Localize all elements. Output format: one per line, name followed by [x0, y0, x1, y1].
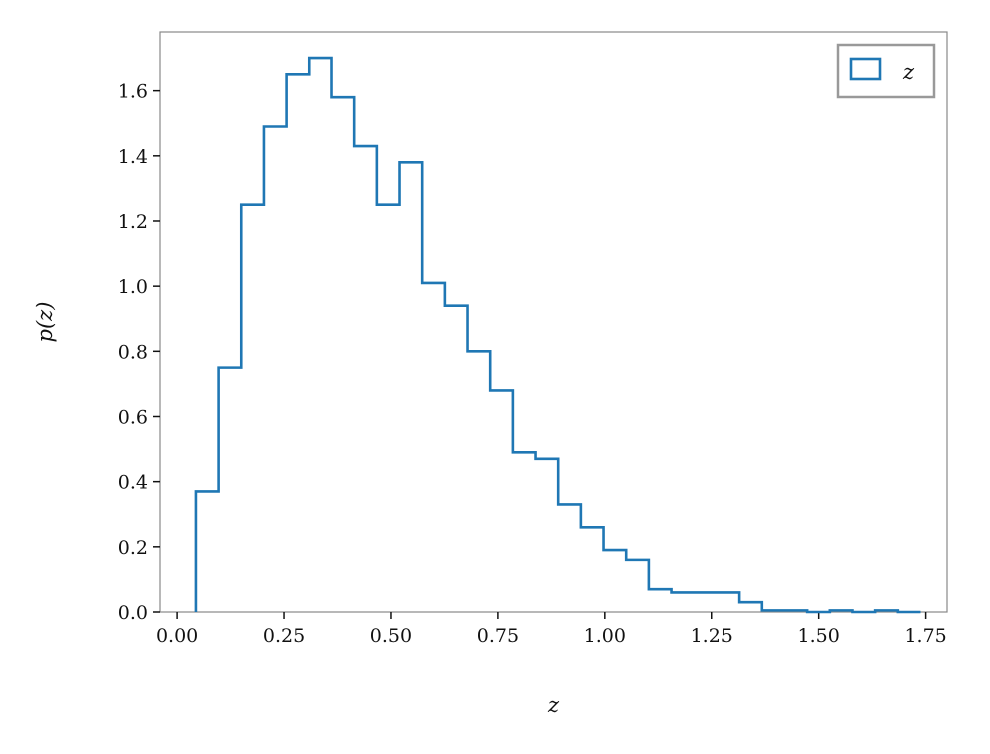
y-axis-label: p(z) — [33, 302, 57, 343]
x-tick-label: 1.75 — [904, 625, 946, 647]
legend-box — [836, 43, 936, 99]
x-tick-label: 1.00 — [584, 625, 626, 647]
x-tick-label: 0.00 — [156, 625, 198, 647]
x-tick-label: 1.25 — [691, 625, 733, 647]
plot-area-border — [159, 31, 948, 613]
y-tick-label: 1.6 — [118, 81, 148, 103]
x-tick-label: 0.50 — [370, 625, 412, 647]
x-tick-label: 0.75 — [477, 625, 519, 647]
y-tick-label: 0.0 — [118, 602, 148, 624]
y-tick-label: 0.6 — [118, 406, 148, 428]
y-tick-label: 1.2 — [118, 211, 148, 233]
y-tick-label: 0.4 — [118, 472, 148, 494]
legend-swatch — [849, 57, 882, 81]
histogram-series-z — [194, 56, 921, 614]
y-tick-label: 0.2 — [118, 537, 148, 559]
y-tick-label: 0.8 — [118, 341, 148, 363]
y-axis-ticks: 0.0 0.2 0.4 0.6 0.8 1.0 1.2 1.4 1.6 — [118, 81, 160, 624]
plot-frame — [159, 31, 948, 613]
series-layer — [194, 56, 921, 614]
x-axis-ticks: 0.00 0.25 0.50 0.75 1.00 1.25 1.50 1.75 — [156, 612, 947, 647]
legend: z — [836, 43, 936, 99]
x-tick-label: 0.25 — [263, 625, 305, 647]
y-tick-label: 1.0 — [118, 276, 148, 298]
legend-label: z — [902, 60, 915, 84]
x-axis-label: z — [547, 693, 560, 717]
x-tick-label: 1.50 — [798, 625, 840, 647]
y-tick-label: 1.4 — [118, 146, 148, 168]
